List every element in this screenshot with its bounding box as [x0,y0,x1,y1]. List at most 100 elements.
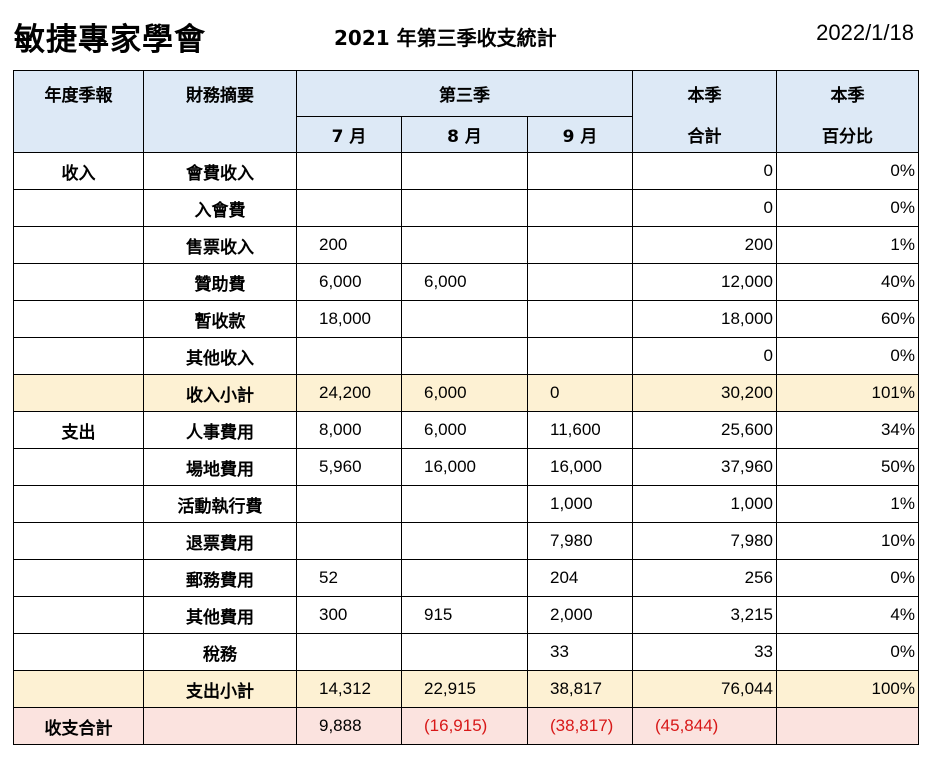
subtotal-row: 支出小計 14,312 22,915 38,817 76,044 100% [13,670,919,708]
row-total: 12,000 [632,263,777,301]
row-month-9 [527,226,633,264]
table-row: 入會費 0 0% [13,189,919,227]
row-item: 退票費用 [143,522,297,560]
grand-total-total: (45,844) [632,707,777,745]
row-category [13,189,144,227]
subtotal-row: 收入小計 24,200 6,000 0 30,200 101% [13,374,919,412]
row-item: 支出小計 [143,670,297,708]
row-category: 支出 [13,411,144,449]
row-month-9 [527,263,633,301]
row-month-8: 6,000 [401,263,528,301]
row-month-9: 0 [527,374,633,412]
header-month-8: 8 月 [401,116,528,153]
header-month-9: 9 月 [527,116,633,153]
row-total: 37,960 [632,448,777,486]
row-category [13,522,144,560]
row-item: 入會費 [143,189,297,227]
row-total: 76,044 [632,670,777,708]
row-percent: 10% [776,522,919,560]
row-item: 售票收入 [143,226,297,264]
row-month-7: 14,312 [296,670,402,708]
row-month-8 [401,300,528,338]
row-category: 收入 [13,152,144,190]
grand-total-pct-cell [776,707,919,745]
row-total: 0 [632,189,777,227]
grand-total-m7: 9,888 [296,707,402,745]
row-total: 30,200 [632,374,777,412]
row-month-7: 18,000 [296,300,402,338]
row-item: 贊助費 [143,263,297,301]
row-month-7 [296,189,402,227]
report-subtitle: 2021 年第三季收支統計 [334,26,557,50]
row-total: 200 [632,226,777,264]
table-row: 其他收入 0 0% [13,337,919,375]
row-month-8 [401,522,528,560]
row-month-7: 300 [296,596,402,634]
grand-total-m9: (38,817) [527,707,633,745]
row-month-7: 200 [296,226,402,264]
row-category [13,559,144,597]
row-percent: 0% [776,633,919,671]
row-month-7 [296,633,402,671]
row-category [13,374,144,412]
row-month-9: 2,000 [527,596,633,634]
table-row: 稅務 33 33 0% [13,633,919,671]
row-month-8 [401,189,528,227]
row-month-9: 38,817 [527,670,633,708]
row-month-8: 915 [401,596,528,634]
row-month-7: 8,000 [296,411,402,449]
table-row: 其他費用 300 915 2,000 3,215 4% [13,596,919,634]
row-month-9: 204 [527,559,633,597]
row-month-9 [527,189,633,227]
table-row: 郵務費用 52 204 256 0% [13,559,919,597]
header-pct-bottom: 百分比 [776,116,919,153]
row-month-7 [296,522,402,560]
row-month-8 [401,633,528,671]
row-category [13,448,144,486]
row-percent: 60% [776,300,919,338]
row-month-7 [296,337,402,375]
header-item: 財務摘要 [143,70,297,153]
row-total: 33 [632,633,777,671]
row-percent: 34% [776,411,919,449]
row-month-8 [401,226,528,264]
row-total: 7,980 [632,522,777,560]
row-month-9 [527,337,633,375]
table-row: 活動執行費 1,000 1,000 1% [13,485,919,523]
table-row: 贊助費 6,000 6,000 12,000 40% [13,263,919,301]
row-month-7: 24,200 [296,374,402,412]
header-quarter: 第三季 [296,70,633,117]
row-item: 會費收入 [143,152,297,190]
row-item: 郵務費用 [143,559,297,597]
table-row: 支出 人事費用 8,000 6,000 11,600 25,600 34% [13,411,919,449]
header-total-bottom: 合計 [632,116,777,153]
row-total: 18,000 [632,300,777,338]
row-month-7: 52 [296,559,402,597]
row-month-8 [401,485,528,523]
row-month-8 [401,337,528,375]
row-item: 稅務 [143,633,297,671]
row-total: 0 [632,152,777,190]
grand-total-item-cell [143,707,297,745]
row-category [13,300,144,338]
row-item: 活動執行費 [143,485,297,523]
table-row: 場地費用 5,960 16,000 16,000 37,960 50% [13,448,919,486]
grand-total-label: 收支合計 [13,707,144,745]
row-category [13,263,144,301]
row-percent: 0% [776,189,919,227]
row-month-8: 6,000 [401,411,528,449]
row-month-8 [401,152,528,190]
row-item: 其他收入 [143,337,297,375]
table-row: 售票收入 200 200 1% [13,226,919,264]
header-pct-top: 本季 [776,70,919,117]
report-date: 2022/1/18 [816,20,914,45]
row-percent: 100% [776,670,919,708]
header-total-top: 本季 [632,70,777,117]
row-month-7 [296,152,402,190]
row-percent: 4% [776,596,919,634]
row-percent: 101% [776,374,919,412]
row-month-8 [401,559,528,597]
row-month-9: 16,000 [527,448,633,486]
row-month-8: 16,000 [401,448,528,486]
row-category [13,633,144,671]
